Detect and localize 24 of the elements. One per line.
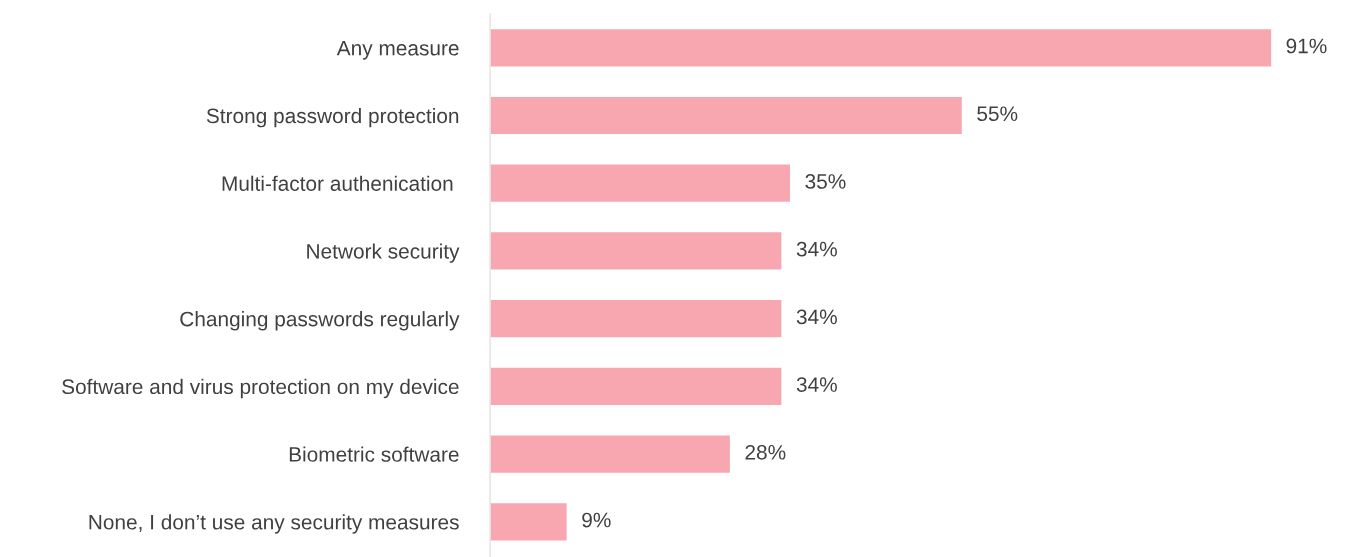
y-tick-label: None, I don’t use any security measures: [89, 514, 459, 534]
bar: [490, 501, 569, 542]
y-tick-label: Changing passwords regularly: [180, 311, 460, 331]
y-tick-label: Any measure: [336, 41, 459, 60]
bar: [490, 366, 783, 407]
data-label: 35%: [805, 174, 846, 189]
bar: [490, 230, 783, 271]
y-tick-label: Multi-factor authenication: [222, 175, 453, 191]
data-label: 55%: [977, 106, 1018, 122]
bar: [490, 95, 964, 136]
data-label: 91%: [1286, 38, 1327, 54]
data-label: 34%: [796, 309, 837, 325]
bar: [490, 27, 1272, 68]
bar: [490, 434, 732, 475]
data-label: 28%: [745, 444, 786, 460]
data-label: 9%: [582, 512, 611, 528]
y-tick-label: Biometric software: [289, 446, 459, 462]
y-tick-label: Software and virus protection on my device: [62, 378, 459, 399]
y-tick-label: Network security: [307, 243, 460, 263]
bar: [490, 163, 792, 204]
data-label: 34%: [796, 377, 837, 392]
bar: [490, 298, 783, 339]
data-label: 34%: [796, 241, 837, 257]
y-tick-label: Strong password protection: [206, 107, 459, 128]
